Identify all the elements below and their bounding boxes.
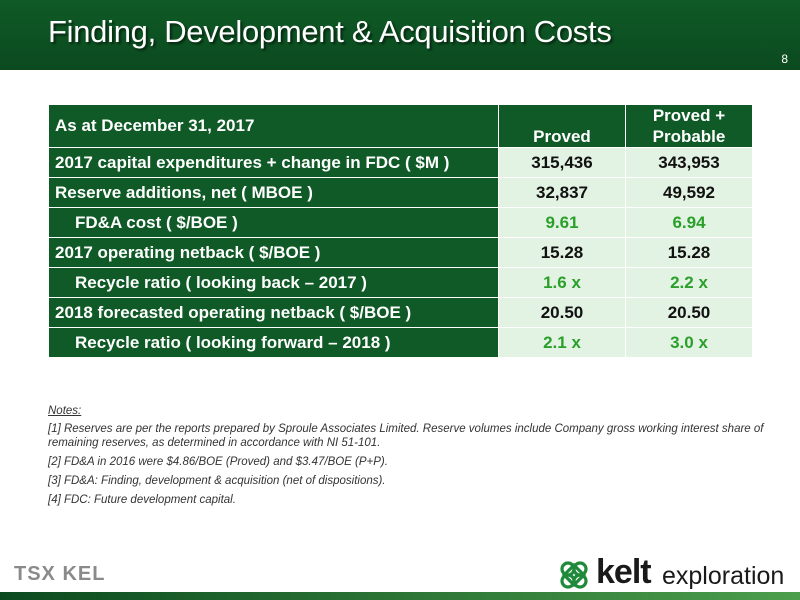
table-row: 2017 operating netback ( $/BOE ) 15.28 1… <box>48 237 753 268</box>
row-label: 2017 capital expenditures + change in FD… <box>48 147 499 178</box>
row-label: Recycle ratio ( looking back – 2017 ) <box>48 267 499 298</box>
note-item: [1] Reserves are per the reports prepare… <box>48 423 764 449</box>
proved-probable-value: 2.2 x <box>625 267 753 298</box>
proved-probable-value: 49,592 <box>625 177 753 208</box>
proved-value: 15.28 <box>498 237 626 268</box>
proved-value: 315,436 <box>498 147 626 178</box>
notes-section: Notes: [1] Reserves are per the reports … <box>48 404 768 512</box>
row-label: Recycle ratio ( looking forward – 2018 ) <box>48 327 499 358</box>
tsx-ticker-logo: TSX KEL <box>14 563 106 585</box>
proved-value: 20.50 <box>498 297 626 328</box>
table-row: Recycle ratio ( looking forward – 2018 )… <box>48 327 753 358</box>
fda-table: As at December 31, 2017 Proved Proved + … <box>48 104 753 358</box>
row-label: FD&A cost ( $/BOE ) <box>48 207 499 238</box>
table-row: Recycle ratio ( looking back – 2017 ) 1.… <box>48 267 753 298</box>
row-label: 2018 forecasted operating netback ( $/BO… <box>48 297 499 328</box>
proved-probable-value: 15.28 <box>625 237 753 268</box>
page-number: 8 <box>781 52 788 66</box>
page-title: Finding, Development & Acquisition Costs <box>48 14 612 49</box>
proved-value: 32,837 <box>498 177 626 208</box>
proved-probable-value: 3.0 x <box>625 327 753 358</box>
row-label: Reserve additions, net ( MBOE ) <box>48 177 499 208</box>
row-label: 2017 operating netback ( $/BOE ) <box>48 237 499 268</box>
table-header-row: As at December 31, 2017 Proved Proved + … <box>48 104 753 148</box>
celtic-knot-icon <box>560 561 588 589</box>
note-item: [3] FD&A: Finding, development & acquisi… <box>48 475 386 487</box>
brand-word-exploration: exploration <box>662 562 785 590</box>
table-row: Reserve additions, net ( MBOE ) 32,837 4… <box>48 177 753 208</box>
title-bar: Finding, Development & Acquisition Costs… <box>0 0 800 70</box>
header-proved-probable: Proved + Probable <box>625 104 753 148</box>
header-date-label: As at December 31, 2017 <box>48 104 499 148</box>
notes-title: Notes: <box>48 405 82 417</box>
proved-probable-value: 6.94 <box>625 207 753 238</box>
kelt-logo: kelt exploration <box>556 553 794 593</box>
table-row: 2017 capital expenditures + change in FD… <box>48 147 753 178</box>
proved-value: 1.6 x <box>498 267 626 298</box>
brand-word-kelt: kelt <box>596 553 652 591</box>
proved-probable-value: 343,953 <box>625 147 753 178</box>
table-row: 2018 forecasted operating netback ( $/BO… <box>48 297 753 328</box>
table-row: FD&A cost ( $/BOE ) 9.61 6.94 <box>48 207 753 238</box>
header-proved: Proved <box>498 104 626 148</box>
note-item: [4] FDC: Future development capital. <box>48 494 236 506</box>
proved-value: 2.1 x <box>498 327 626 358</box>
proved-value: 9.61 <box>498 207 626 238</box>
proved-probable-value: 20.50 <box>625 297 753 328</box>
footer-stripe <box>0 592 800 600</box>
note-item: [2] FD&A in 2016 were $4.86/BOE (Proved)… <box>48 456 388 468</box>
